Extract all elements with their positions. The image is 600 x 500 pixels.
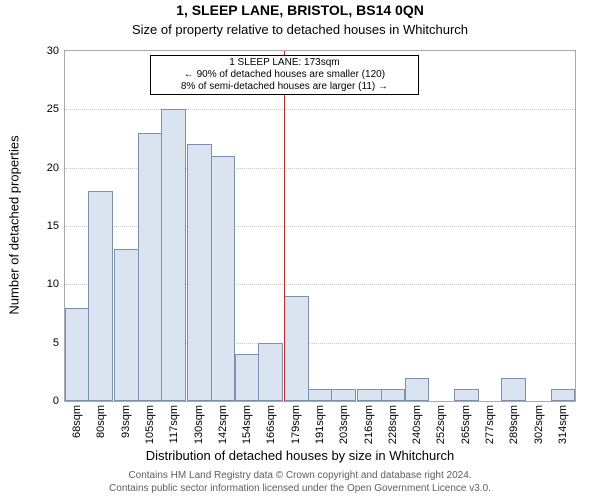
x-tick-label: 80sqm <box>95 405 107 438</box>
x-tick-label: 142sqm <box>217 405 229 444</box>
x-tick-label: 289sqm <box>508 405 520 444</box>
histogram-bar <box>258 343 283 401</box>
histogram-bar <box>65 308 90 401</box>
x-tick-label: 166sqm <box>265 405 277 444</box>
histogram-bar <box>454 389 479 401</box>
x-axis-label: Distribution of detached houses by size … <box>0 448 600 463</box>
x-tick-label: 240sqm <box>411 405 423 444</box>
histogram-bar <box>114 249 139 401</box>
x-tick-label: 314sqm <box>557 405 569 444</box>
histogram-bar <box>187 144 212 401</box>
x-tick-label: 117sqm <box>168 405 180 443</box>
y-axis-label: Number of detached properties <box>7 135 22 314</box>
annotation-line: 8% of semi-detached houses are larger (1… <box>155 81 414 93</box>
footer-line-1: Contains HM Land Registry data © Crown c… <box>128 470 471 481</box>
histogram-bar <box>405 378 430 401</box>
x-tick-label: 105sqm <box>144 405 156 444</box>
marker-line <box>284 51 285 401</box>
y-tick-label: 15 <box>47 220 59 232</box>
x-tick-label: 203sqm <box>338 405 350 444</box>
histogram-bar <box>284 296 309 401</box>
histogram-bar <box>381 389 406 401</box>
histogram-bar <box>357 389 382 401</box>
y-tick-label: 0 <box>53 395 59 407</box>
x-tick-label: 68sqm <box>71 405 83 438</box>
x-tick-label: 302sqm <box>533 405 545 444</box>
chart-subtitle: Size of property relative to detached ho… <box>0 22 600 37</box>
x-tick-label: 191sqm <box>314 405 326 444</box>
y-tick-label: 30 <box>47 45 59 57</box>
annotation-line: 1 SLEEP LANE: 173sqm <box>155 57 414 69</box>
x-tick-label: 179sqm <box>290 405 302 444</box>
y-tick-label: 5 <box>53 337 59 349</box>
histogram-bar <box>501 378 526 401</box>
histogram-bar <box>235 354 260 401</box>
y-tick-label: 25 <box>47 103 59 115</box>
plot-area: 05101520253068sqm80sqm93sqm105sqm117sqm1… <box>64 50 576 402</box>
x-tick-label: 130sqm <box>193 405 205 444</box>
x-tick-label: 216sqm <box>363 405 375 444</box>
y-tick-label: 20 <box>47 162 59 174</box>
histogram-bar <box>161 109 186 401</box>
chart-container: 1, SLEEP LANE, BRISTOL, BS14 0QN Size of… <box>0 0 600 500</box>
x-tick-label: 265sqm <box>460 405 472 444</box>
chart-title: 1, SLEEP LANE, BRISTOL, BS14 0QN <box>0 2 600 18</box>
annotation-box: 1 SLEEP LANE: 173sqm← 90% of detached ho… <box>150 55 419 95</box>
histogram-bar <box>88 191 113 401</box>
gridline <box>65 109 575 110</box>
annotation-line: ← 90% of detached houses are smaller (12… <box>155 69 414 81</box>
x-tick-label: 93sqm <box>120 405 132 438</box>
histogram-bar <box>308 389 333 401</box>
histogram-bar <box>211 156 236 401</box>
x-tick-label: 228sqm <box>387 405 399 444</box>
footer-attribution: Contains HM Land Registry data © Crown c… <box>0 470 600 495</box>
footer-line-2: Contains public sector information licen… <box>109 483 491 494</box>
x-tick-label: 154sqm <box>241 405 253 444</box>
x-tick-label: 277sqm <box>484 405 496 444</box>
histogram-bar <box>331 389 356 401</box>
histogram-bar <box>138 133 163 401</box>
y-tick-label: 10 <box>47 278 59 290</box>
x-tick-label: 252sqm <box>435 405 447 444</box>
histogram-bar <box>551 389 576 401</box>
